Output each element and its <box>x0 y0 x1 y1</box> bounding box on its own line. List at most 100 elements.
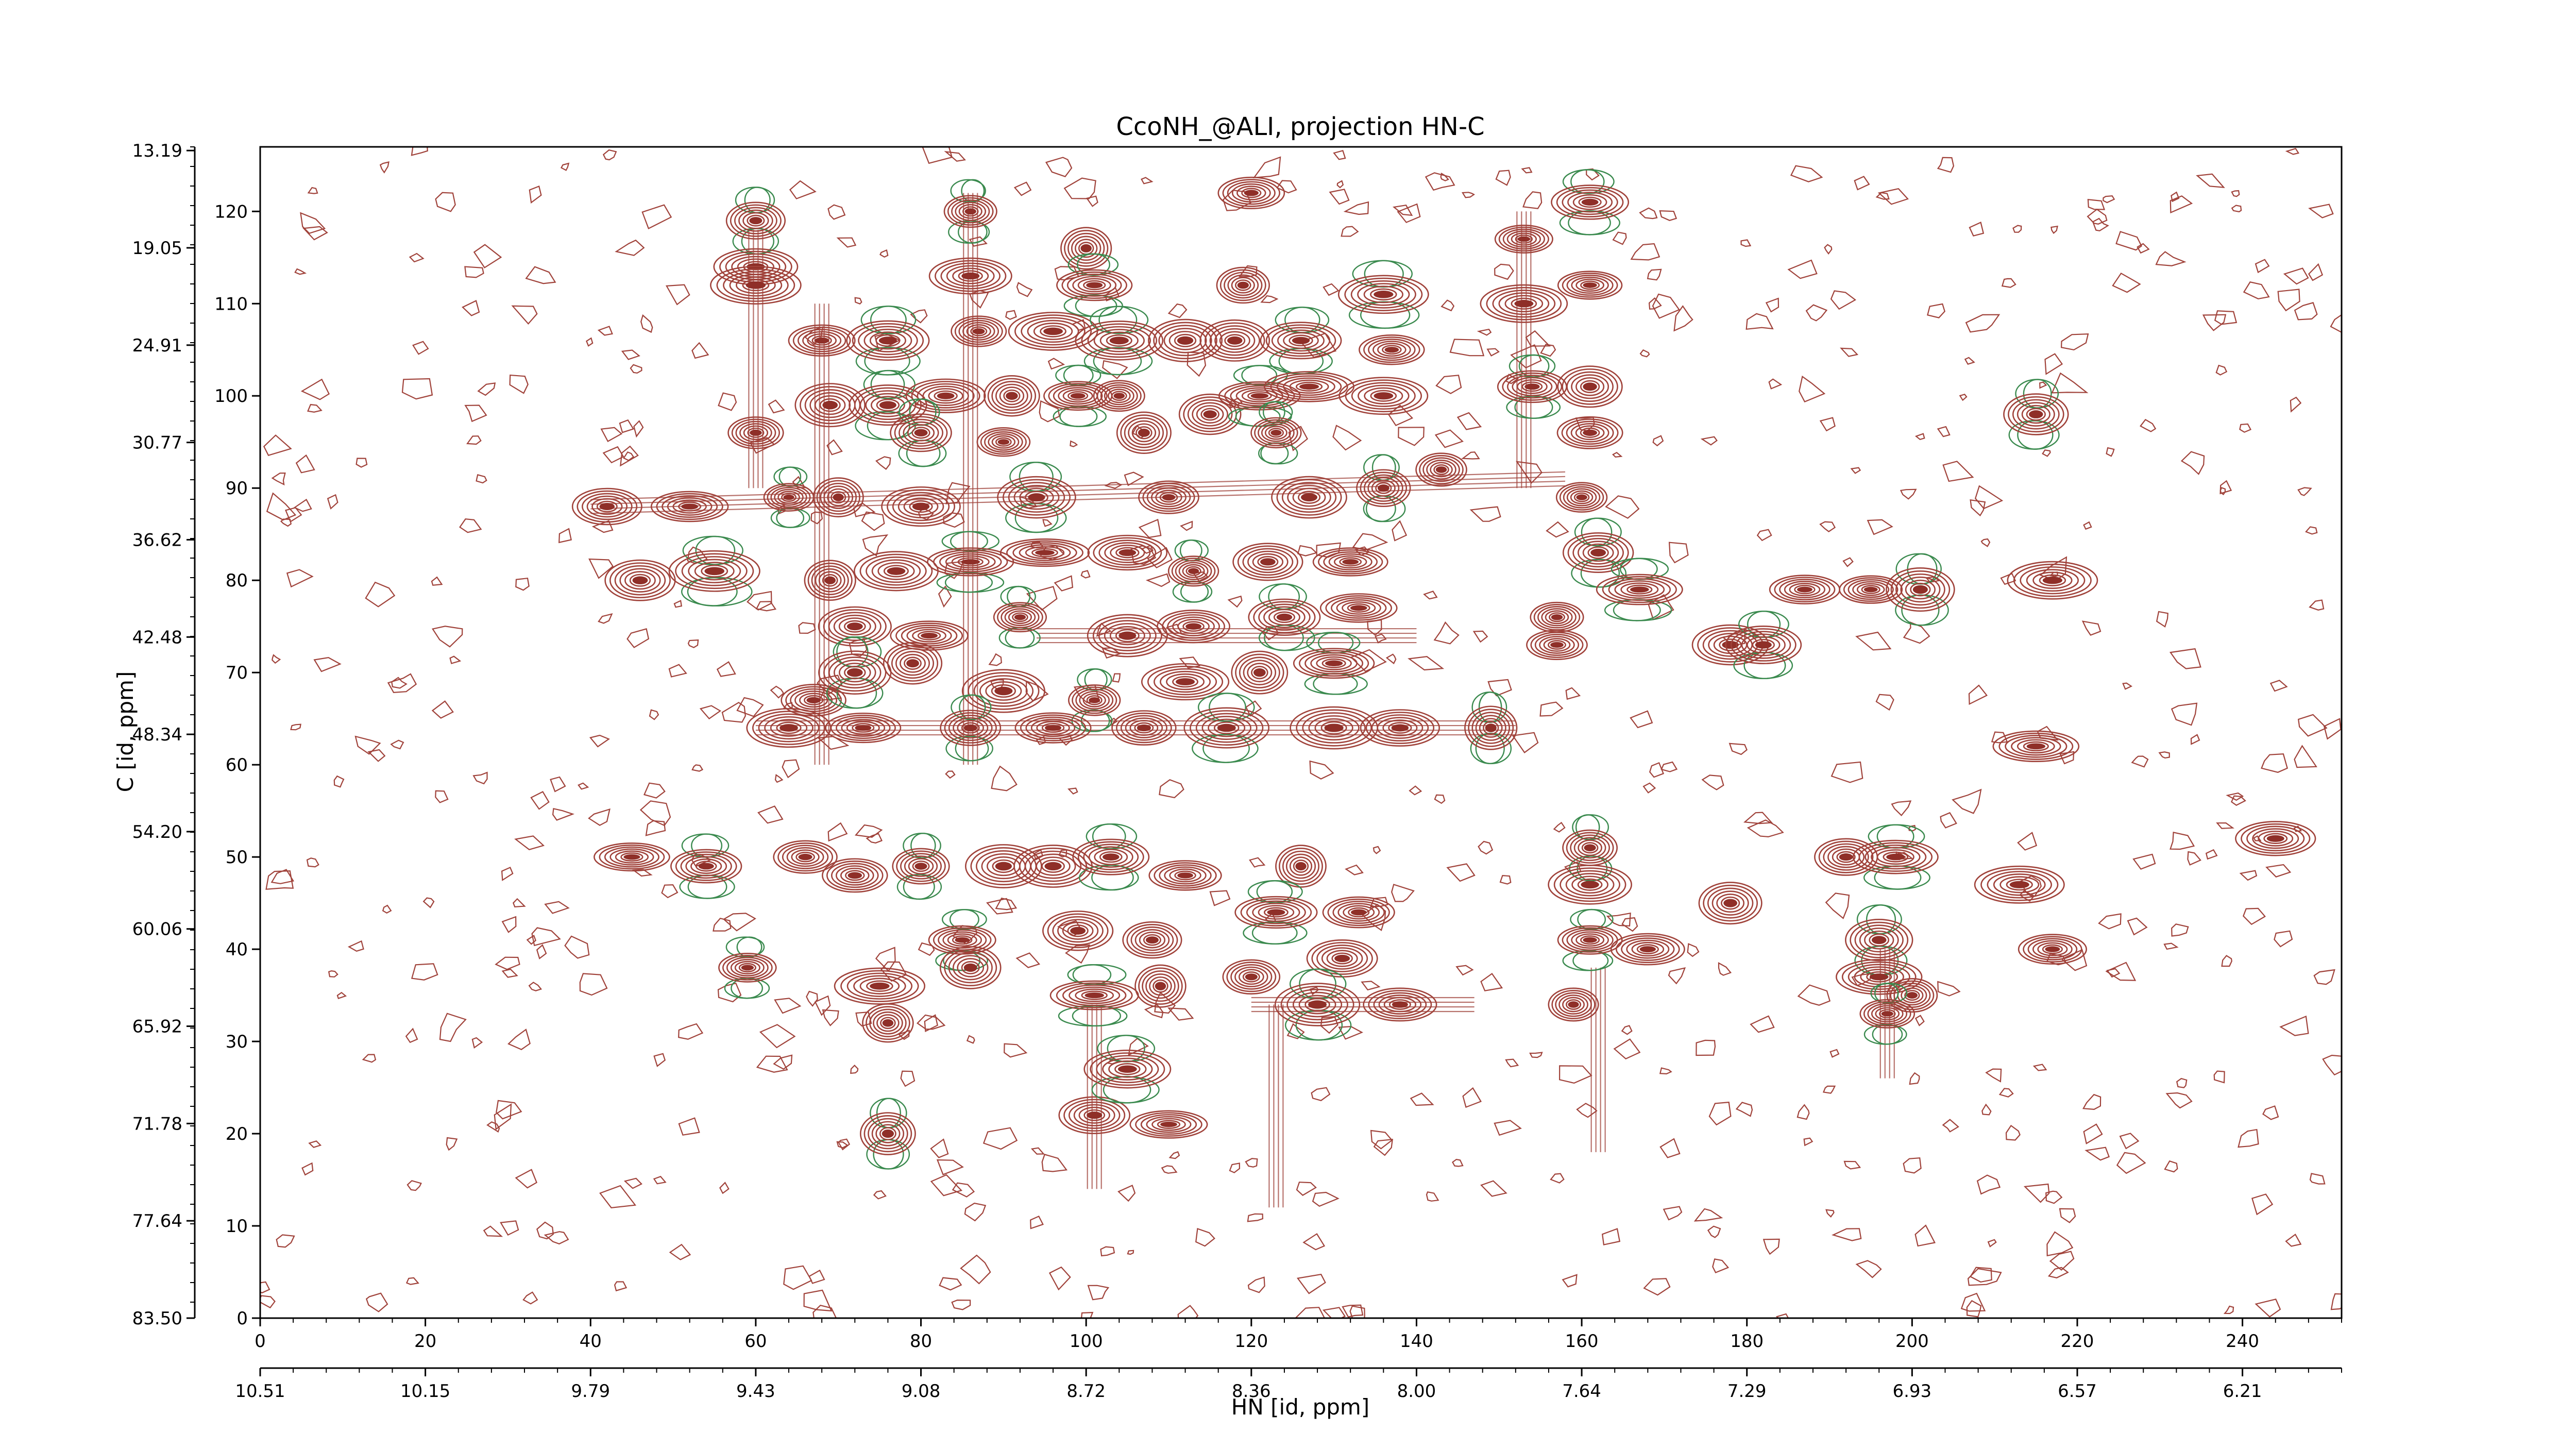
peak-center <box>1568 1001 1579 1008</box>
noise-contour <box>1960 1292 1986 1312</box>
peak-contour <box>1512 377 1553 397</box>
negative-contour <box>1559 210 1620 235</box>
noise-contour <box>1168 1151 1180 1159</box>
peak-contour <box>871 396 905 415</box>
peak-contour <box>1209 325 1260 356</box>
noise-contour <box>782 759 800 779</box>
negative-contour <box>1067 253 1119 276</box>
noise-contour <box>1696 1039 1716 1056</box>
peak-contour <box>1175 560 1212 583</box>
peak-contour <box>911 427 930 439</box>
peak-contour <box>1323 551 1378 572</box>
peak-contour <box>764 716 814 740</box>
noise-contour <box>1964 357 1975 365</box>
peak-contour <box>1131 423 1157 443</box>
peak-center <box>1188 568 1199 575</box>
noise-contour <box>2116 1152 2146 1174</box>
peak-contour <box>1230 964 1273 990</box>
noise-contour <box>1643 1278 1671 1296</box>
peak-contour <box>1703 884 1758 922</box>
noise-contour <box>1297 545 1318 557</box>
peak-contour <box>1108 1060 1147 1078</box>
peak-contour <box>1610 933 1685 966</box>
peak-contour <box>681 556 748 586</box>
noise-contour <box>1434 429 1464 448</box>
negative-contour <box>1562 169 1615 194</box>
ridge-contour <box>590 471 1566 500</box>
peak-contour <box>825 712 902 744</box>
peak-contour <box>1866 971 1892 983</box>
peak-contour <box>1426 459 1456 480</box>
peak-contour <box>1025 716 1081 739</box>
peak-contour <box>2252 828 2299 849</box>
peak-center <box>961 559 980 565</box>
noise-contour <box>1342 1304 1364 1318</box>
noise-contour <box>757 805 784 824</box>
noise-contour <box>1058 849 1067 858</box>
peak-contour <box>1511 232 1537 246</box>
noise-contour <box>561 162 570 171</box>
peak-contour <box>1075 688 1114 712</box>
peak-contour <box>1222 959 1281 995</box>
peak-contour <box>1575 425 1605 441</box>
peak-contour <box>1106 334 1132 347</box>
peak-center <box>1630 586 1649 593</box>
peak-center <box>806 697 821 703</box>
ridge-contour <box>590 476 1566 505</box>
noise-contour <box>1937 157 1955 173</box>
noise-contour <box>1087 1285 1110 1301</box>
peak-contour <box>803 695 824 705</box>
peak-contour <box>795 851 815 863</box>
noise-contour <box>1167 303 1188 318</box>
peak-contour <box>1077 278 1111 293</box>
y-tick-label: 80 <box>226 570 248 591</box>
peak-contour <box>1147 665 1224 698</box>
peak-contour <box>1276 375 1342 398</box>
peak-contour <box>1250 417 1302 449</box>
peak-contour <box>973 675 1034 707</box>
peak-contour <box>896 850 946 882</box>
peak-contour <box>1096 1055 1159 1084</box>
peak-contour <box>811 335 832 346</box>
negative-contour <box>1571 559 1626 588</box>
peak-contour <box>1122 921 1182 959</box>
peak-contour <box>823 609 887 644</box>
noise-contour <box>873 1190 887 1200</box>
peak-contour <box>880 1017 896 1030</box>
peak-contour <box>1382 719 1418 736</box>
noise-contour <box>1831 1228 1862 1241</box>
peak-center <box>1292 336 1310 344</box>
peak-center <box>1583 429 1598 436</box>
peak-contour <box>1707 887 1754 919</box>
noise-contour <box>307 187 318 194</box>
peak-center <box>1295 862 1307 871</box>
peak-contour <box>1304 652 1364 675</box>
peak-contour <box>1222 179 1281 207</box>
negative-contour <box>903 832 941 859</box>
noise-contour <box>1803 1137 1814 1147</box>
peak-contour <box>1992 730 2080 763</box>
noise-contour <box>1227 595 1243 608</box>
peak-contour <box>1433 464 1449 475</box>
peak-contour <box>905 378 986 413</box>
peak-contour <box>1261 423 1291 442</box>
peak-contour <box>1541 608 1573 627</box>
noise-contour <box>1652 435 1664 447</box>
ppm-y-tick-label: 30.77 <box>132 433 182 453</box>
noise-contour <box>1613 1038 1641 1059</box>
x-tick-label: 20 <box>414 1331 436 1352</box>
noise-contour <box>514 835 545 851</box>
peak-contour <box>1246 900 1306 924</box>
peak-contour <box>1999 876 2040 894</box>
ppm-y-tick-label: 24.91 <box>132 335 182 356</box>
noise-contour <box>988 653 1002 666</box>
noise-contour <box>1349 1305 1365 1318</box>
noise-contour <box>265 870 294 890</box>
noise-contour <box>1343 201 1369 215</box>
peak-contour <box>1190 710 1264 746</box>
noise-contour <box>390 739 404 750</box>
noise-contour <box>2137 243 2150 254</box>
peak-contour <box>1124 417 1164 448</box>
peak-center <box>1177 872 1193 879</box>
noise-contour <box>1529 1052 1543 1058</box>
